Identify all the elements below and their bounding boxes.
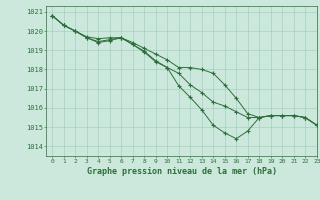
X-axis label: Graphe pression niveau de la mer (hPa): Graphe pression niveau de la mer (hPa) [87, 167, 276, 176]
